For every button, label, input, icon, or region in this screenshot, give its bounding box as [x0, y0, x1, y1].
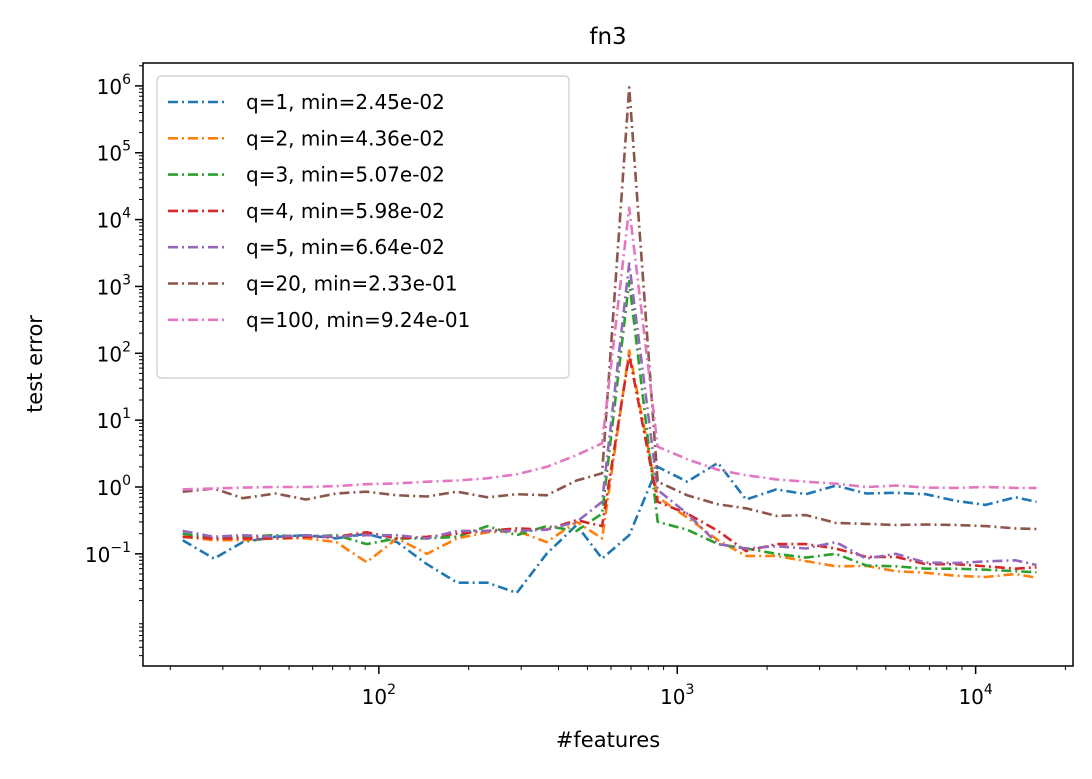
y-tick-label: 100	[97, 473, 131, 500]
x-tick-label: 102	[362, 682, 396, 709]
series-layer	[182, 86, 1037, 595]
legend: q=1, min=2.45e-02 q=2, min=4.36e-02 q=3, m…	[156, 75, 570, 379]
y-tick-label: 105	[97, 139, 131, 166]
legend-label-5: q=5, min=6.64e-02	[246, 235, 445, 259]
y-tick-label: 106	[97, 72, 131, 99]
x-tick-exponent: 2	[387, 682, 396, 698]
legend-label-1: q=1, min=2.45e-02	[246, 90, 445, 114]
legend-label-4: q=4, min=5.98e-02	[246, 199, 445, 223]
y-tick-exponent: 0	[122, 473, 131, 489]
series-line-5	[182, 262, 1037, 567]
y-tick-exponent: 3	[122, 272, 131, 288]
x-tick-exponent: 3	[686, 682, 695, 698]
y-tick-label: 104	[97, 206, 131, 233]
legend-box	[156, 75, 570, 379]
x-tick-label: 103	[660, 682, 694, 709]
legend-label-7: q=100, min=9.24e-01	[246, 308, 470, 332]
x-tick-exponent: 4	[984, 682, 993, 698]
series-line-2	[182, 349, 1037, 579]
legend-label-3: q=3, min=5.07e-02	[246, 163, 445, 187]
series-line-6	[182, 86, 1037, 531]
y-axis-label: test error	[23, 315, 47, 413]
y-tick-exponent: 1	[122, 406, 131, 422]
plot-frame	[142, 62, 1074, 667]
y-tick-exponent: 4	[122, 206, 131, 222]
y-tick-exponent: 6	[122, 72, 131, 88]
chart-title: fn3	[589, 24, 626, 50]
y-tick-label: 102	[97, 339, 131, 366]
y-tick-label: 101	[97, 406, 131, 433]
y-tick-exponent: 5	[122, 139, 131, 155]
legend-label-2: q=2, min=4.36e-02	[246, 126, 445, 150]
x-tick-label: 104	[958, 682, 992, 709]
x-axis-label: #features	[556, 728, 660, 752]
legend-label-6: q=20, min=2.33e-01	[246, 272, 458, 296]
y-tick-exponent: 2	[122, 339, 131, 355]
y-tick-exponent: −1	[110, 540, 131, 556]
y-tick-label: 10−1	[85, 540, 131, 567]
y-tick-label: 103	[97, 272, 131, 299]
series-line-7	[182, 206, 1037, 491]
